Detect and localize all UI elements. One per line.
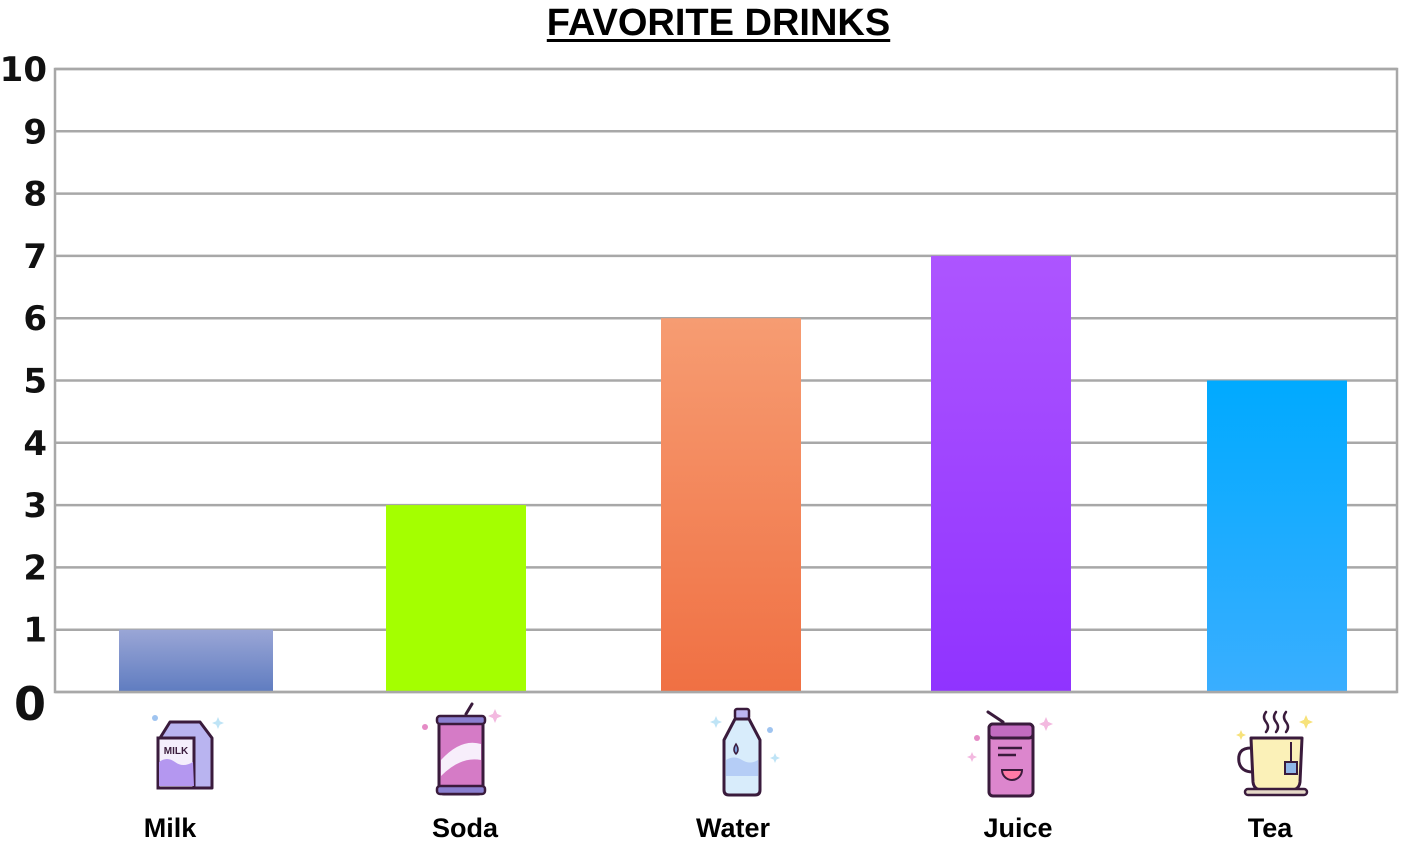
y-tick-label: 2 (23, 548, 47, 588)
y-tick-label: 4 (23, 424, 47, 464)
bar-tea (1207, 380, 1347, 692)
plot-border (53, 67, 1399, 694)
x-tick-label: Milk (144, 813, 197, 843)
tea-cup-icon (1236, 710, 1313, 797)
juice-box-icon (967, 710, 1053, 798)
water-bottle-icon (710, 707, 780, 797)
svg-text:MILK: MILK (164, 746, 189, 757)
x-axis-labels: Milk Soda Water Juice Tea (144, 813, 1293, 843)
bar-water (661, 318, 801, 692)
milk-carton-icon: MILK (152, 715, 224, 790)
y-tick-label: 6 (23, 299, 47, 339)
y-tick-label: 3 (23, 486, 47, 526)
x-tick-label: Water (696, 813, 771, 843)
category-icons: MILK (152, 702, 1313, 798)
bar-milk (119, 629, 273, 692)
y-tick-label: 5 (23, 362, 47, 402)
y-tick-label: 10 (0, 50, 47, 90)
chart-title: FAVORITE DRINKS (546, 2, 891, 44)
bar-juice (931, 255, 1071, 692)
y-axis-ticks: 0 1 2 3 4 5 6 7 8 9 10 (0, 50, 47, 731)
bars (119, 255, 1347, 692)
y-tick-label: 9 (23, 112, 47, 152)
x-tick-label: Tea (1248, 813, 1294, 843)
bar-soda (386, 505, 526, 692)
x-tick-label: Juice (983, 813, 1052, 843)
x-tick-label: Soda (432, 813, 499, 843)
y-tick-label: 0 (14, 677, 46, 731)
y-tick-label: 7 (23, 237, 47, 277)
plot-frame (53, 67, 1399, 694)
y-tick-label: 8 (23, 175, 47, 215)
soda-can-icon (422, 702, 502, 796)
y-tick-label: 1 (23, 611, 47, 651)
